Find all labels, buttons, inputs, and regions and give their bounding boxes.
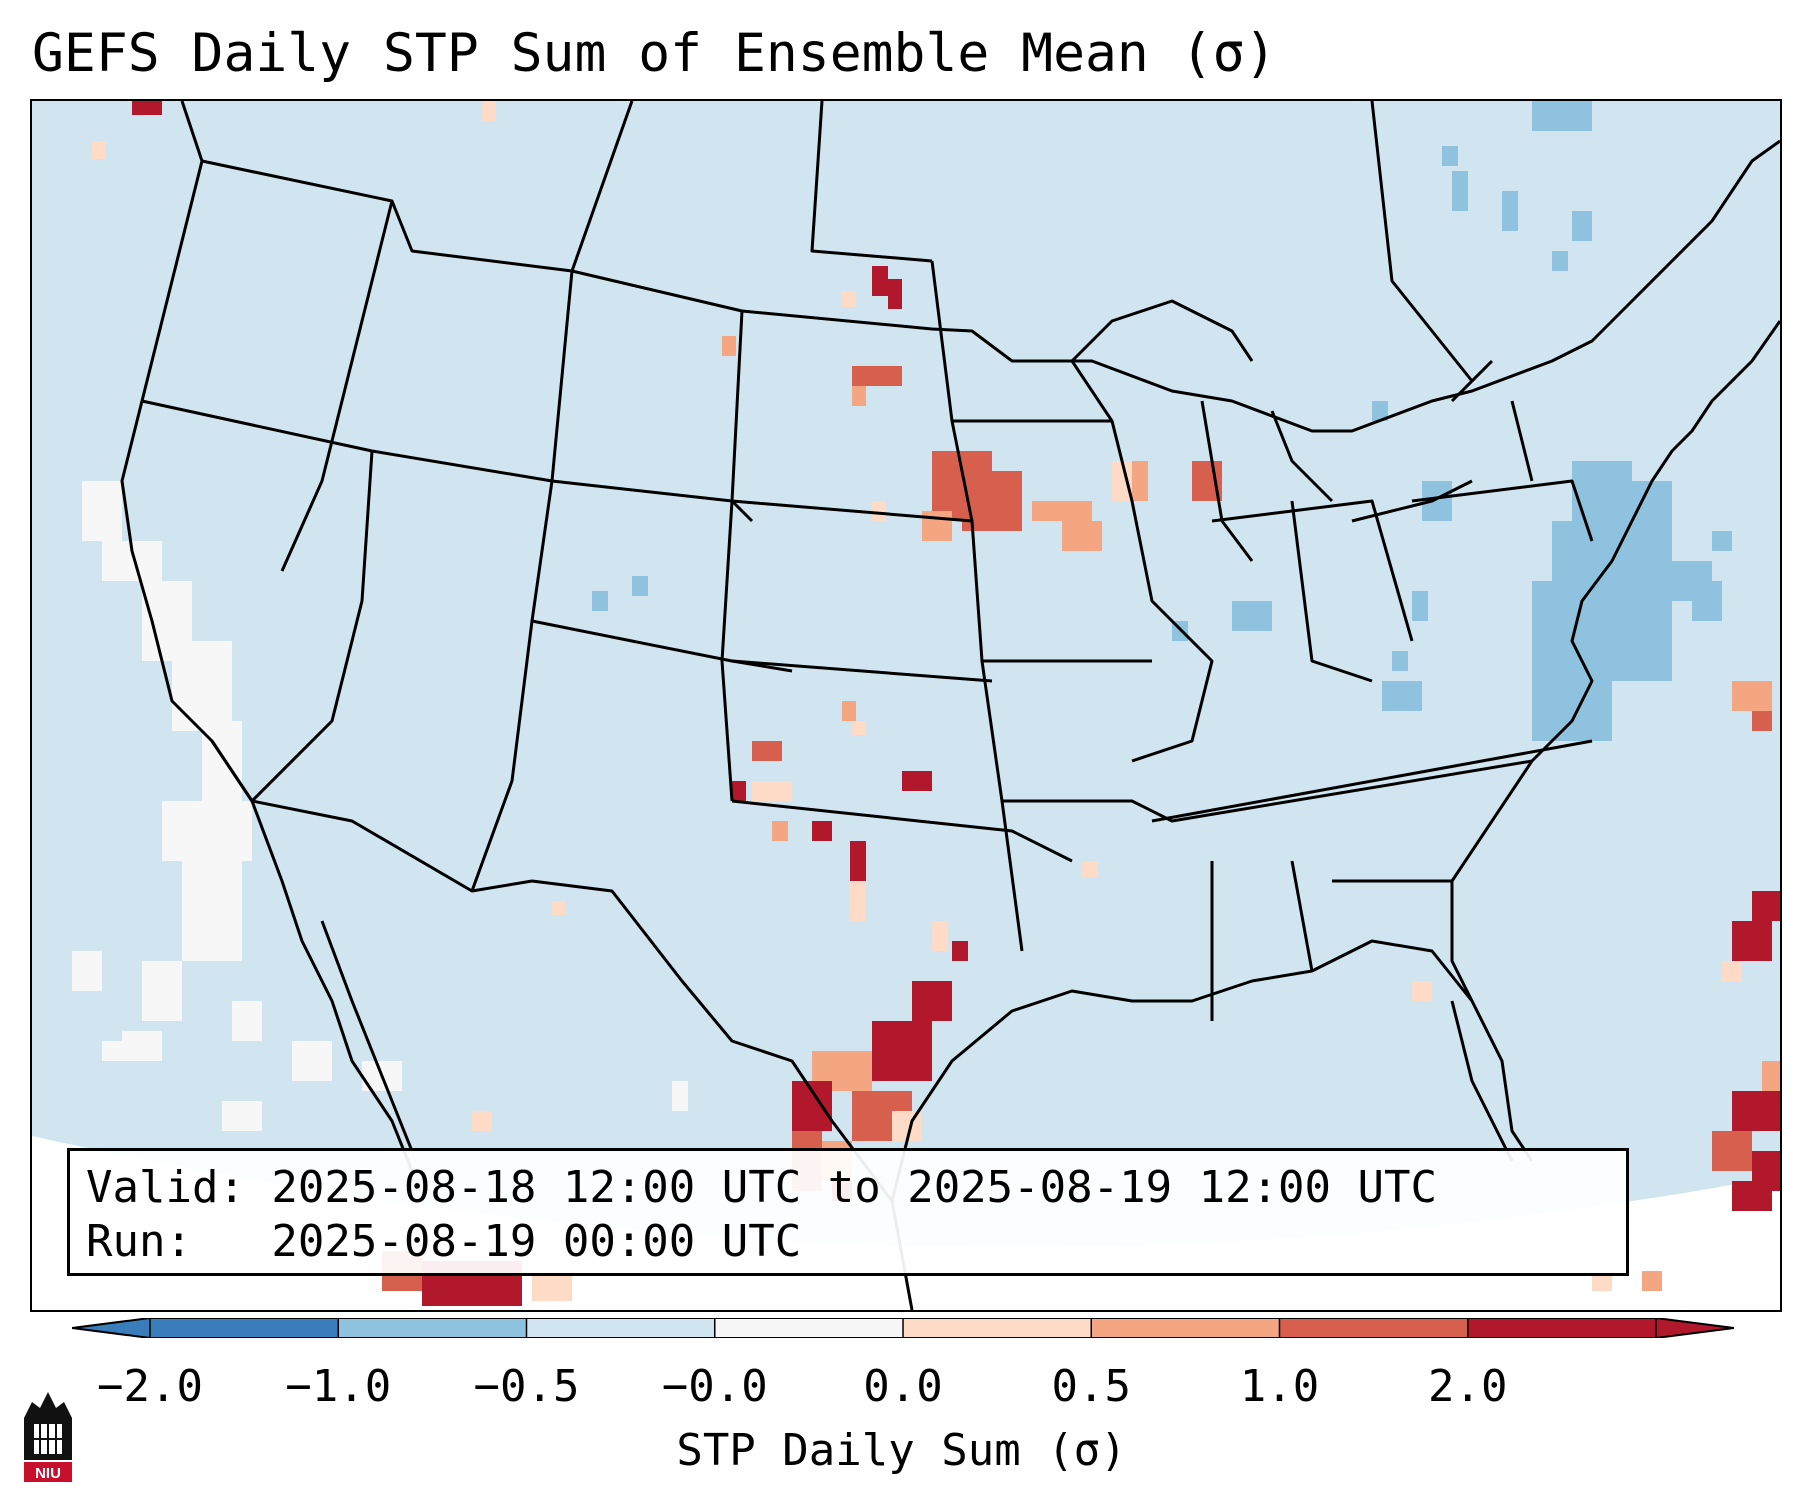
colorbar-label: STP Daily Sum (σ)	[676, 1425, 1127, 1476]
niu-logo-icon: NIU	[24, 1392, 72, 1482]
colorbar-tick-label: 0.0	[863, 1361, 943, 1412]
valid-run-info-box: Valid: 2025-08-18 12:00 UTC to 2025-08-1…	[67, 1148, 1629, 1276]
logo-text: NIU	[35, 1465, 61, 1482]
colorbar-segment	[526, 1318, 716, 1338]
colorbar-segment	[1091, 1318, 1280, 1338]
colorbar-segment	[714, 1318, 904, 1338]
map-canvas	[32, 101, 1780, 1310]
colorbar-segment	[903, 1318, 1092, 1338]
colorbar-tick-label: −1.0	[285, 1361, 392, 1412]
colorbar-tick-label: 0.5	[1051, 1361, 1131, 1412]
run-time-text: Run: 2025-08-19 00:00 UTC	[86, 1216, 802, 1267]
state-and-country-borders	[120, 101, 1780, 1310]
map-panel	[30, 99, 1782, 1312]
colorbar-extend-high	[1656, 1318, 1734, 1338]
colorbar-tick-label: 2.0	[1428, 1361, 1508, 1412]
colorbar-segment	[150, 1318, 339, 1338]
colorbar-tick-label: −0.5	[473, 1361, 580, 1412]
colorbar-segment	[338, 1318, 527, 1338]
map-title: GEFS Daily STP Sum of Ensemble Mean (σ)	[32, 23, 1277, 84]
colorbar-tick-label: 1.0	[1239, 1361, 1320, 1412]
colorbar-extend-low	[72, 1318, 150, 1338]
negative-anomaly-patches	[592, 101, 1732, 741]
colorbar-tick-label: −0.0	[661, 1361, 768, 1412]
valid-time-text: Valid: 2025-08-18 12:00 UTC to 2025-08-1…	[86, 1162, 1438, 1213]
colorbar	[72, 1318, 1734, 1338]
colorbar-tick-label: −2.0	[97, 1361, 203, 1412]
colorbar-segment	[1279, 1318, 1469, 1338]
colorbar-segments	[150, 1318, 1657, 1338]
colorbar-segment	[1467, 1318, 1657, 1338]
